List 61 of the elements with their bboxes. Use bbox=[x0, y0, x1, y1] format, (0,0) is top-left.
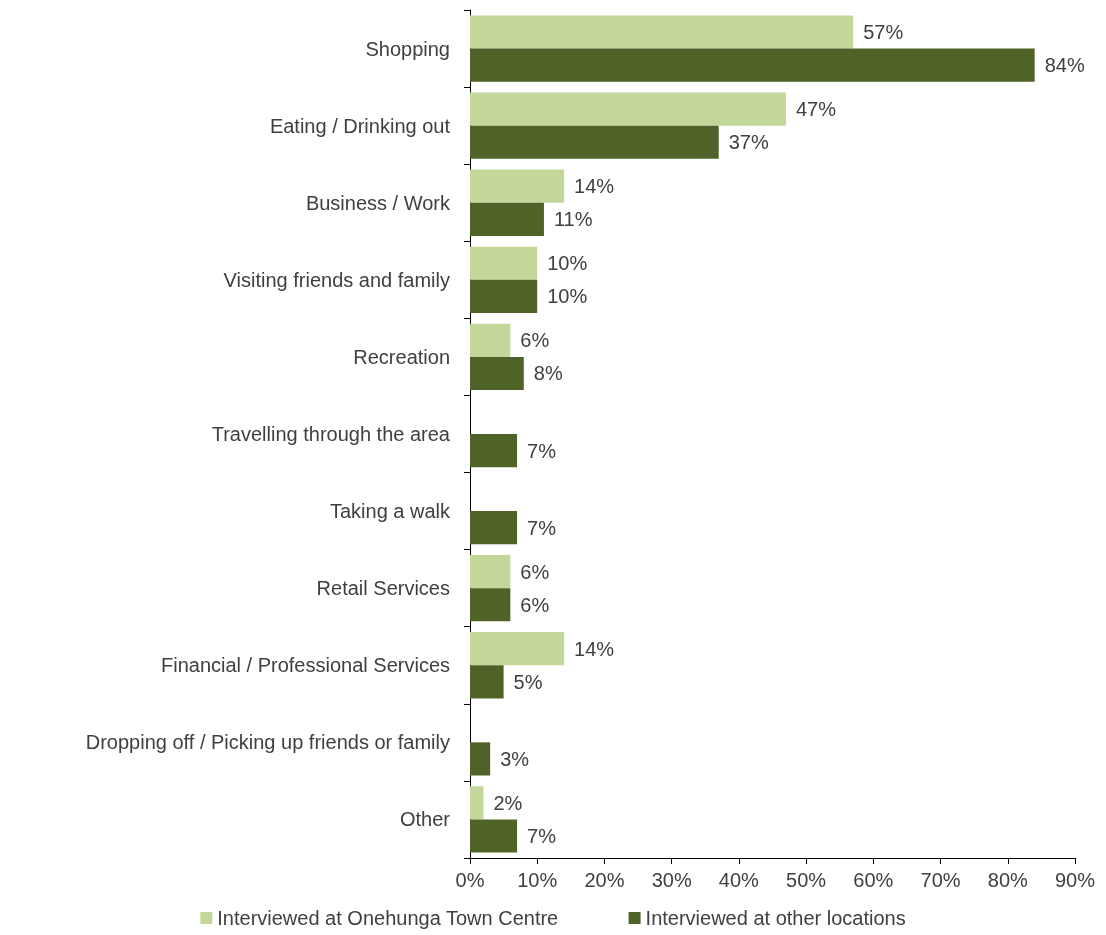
bar bbox=[470, 511, 518, 545]
data-label: 14% bbox=[574, 175, 615, 198]
x-tick-label: 10% bbox=[517, 869, 558, 891]
y-tick-label: Eating / Drinking out bbox=[269, 114, 451, 137]
bar bbox=[470, 356, 524, 391]
data-label: 3% bbox=[500, 747, 530, 770]
y-tick-label: Taking a walk bbox=[329, 500, 451, 523]
bar bbox=[470, 92, 786, 126]
data-label: 11% bbox=[553, 208, 593, 231]
legend-label: Interviewed at other locations bbox=[645, 907, 906, 929]
data-label: 7% bbox=[527, 825, 557, 848]
data-label: 14% bbox=[574, 637, 615, 660]
bar bbox=[470, 819, 518, 853]
bar bbox=[470, 246, 538, 280]
bar bbox=[470, 169, 565, 203]
bar bbox=[470, 742, 491, 776]
data-label: 7% bbox=[527, 439, 557, 462]
data-label: 5% bbox=[513, 670, 543, 693]
bar bbox=[470, 588, 511, 622]
x-tick-label: 30% bbox=[651, 869, 692, 891]
x-tick-label: 60% bbox=[853, 869, 894, 891]
x-tick-label: 40% bbox=[718, 869, 760, 891]
y-tick-label: Business / Work bbox=[305, 191, 451, 214]
y-tick-label: Recreation bbox=[353, 345, 450, 368]
y-tick-label: Travelling through the area bbox=[211, 423, 451, 445]
data-label: 6% bbox=[520, 593, 550, 616]
bar bbox=[470, 665, 504, 699]
x-tick-label: 80% bbox=[987, 869, 1029, 891]
data-label: 8% bbox=[533, 362, 563, 385]
data-label: 84% bbox=[1044, 54, 1085, 77]
x-tick-label: 70% bbox=[920, 869, 961, 891]
y-tick-label: Dropping off / Picking up friends or family bbox=[85, 731, 450, 754]
y-tick-label: Retail Services bbox=[316, 577, 450, 600]
y-tick-label: Other bbox=[399, 808, 451, 831]
data-label: 7% bbox=[527, 516, 557, 539]
bar bbox=[470, 15, 854, 49]
data-label: 2% bbox=[493, 791, 523, 814]
data-label: 47% bbox=[795, 98, 837, 121]
data-label: 6% bbox=[520, 560, 550, 583]
x-tick-label: 90% bbox=[1054, 869, 1096, 891]
data-label: 57% bbox=[863, 20, 904, 43]
legend-label: Interviewed at Onehunga Town Centre bbox=[217, 907, 559, 929]
data-label: 10% bbox=[547, 252, 588, 275]
x-tick-label: 20% bbox=[584, 869, 625, 891]
bar bbox=[470, 632, 565, 666]
bar bbox=[470, 434, 518, 468]
x-tick-label: 0% bbox=[455, 869, 485, 891]
bar bbox=[470, 555, 511, 589]
y-tick-label: Shopping bbox=[365, 37, 450, 60]
bar bbox=[470, 48, 1035, 82]
data-label: 37% bbox=[728, 131, 769, 154]
bar bbox=[470, 323, 511, 357]
bar bbox=[470, 786, 484, 820]
x-tick-label: 50% bbox=[786, 869, 827, 891]
data-label: 6% bbox=[520, 329, 550, 352]
y-tick-label: Visiting friends and family bbox=[223, 268, 450, 291]
data-label: 10% bbox=[547, 285, 588, 308]
y-tick-label: Financial / Professional Services bbox=[160, 654, 450, 677]
bar bbox=[470, 279, 538, 313]
bar bbox=[470, 125, 719, 159]
bar bbox=[470, 202, 544, 236]
